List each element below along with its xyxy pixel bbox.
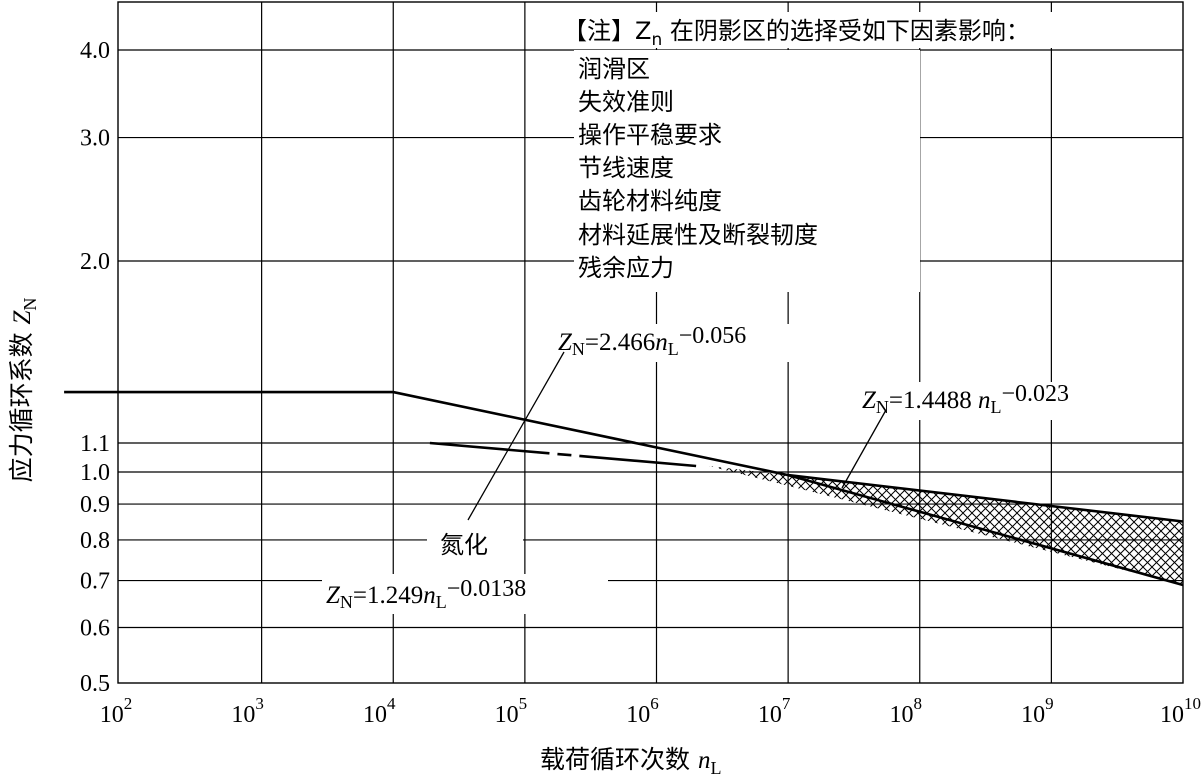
y-tick-label: 0.8 (80, 528, 110, 554)
label-masks (322, 12, 1158, 614)
plot-frame (117, 1, 1184, 684)
note-item: 齿轮材料纯度 (578, 187, 722, 215)
x-tick-label: 1010 (1160, 694, 1201, 728)
note-item: 失效准则 (578, 88, 674, 116)
y-tick-label: 2.0 (80, 249, 110, 275)
leader-eq1 (467, 351, 565, 521)
note-block: 【注】Zn 在阴影区的选择受如下因素影响： 润滑区 失效准则 操作平稳要求 节线… (563, 17, 1030, 282)
y-tick-label: 1.1 (80, 431, 110, 457)
x-tick-label: 102 (100, 694, 133, 728)
x-axis-label: 载荷循环次数 nL (540, 745, 721, 778)
curves (64, 390, 1184, 587)
hatched-region (708, 465, 1183, 585)
y-tick-label: 0.9 (80, 492, 110, 518)
x-tick-label: 106 (626, 694, 659, 728)
equation-label-3: ZN=1.249nL−0.0138 (326, 576, 526, 612)
x-tick-label: 105 (495, 694, 528, 728)
y-tick-label: 0.6 (80, 615, 110, 641)
y-tick-label: 4.0 (80, 38, 110, 64)
y-axis-label: 应力循环系数 ZN (7, 298, 40, 483)
series-line-2 (787, 473, 1184, 587)
y-tick-label: 0.7 (80, 569, 110, 595)
x-tick-label: 103 (231, 694, 264, 728)
x-tick-label: 107 (758, 694, 791, 728)
series-line-1 (64, 390, 1184, 523)
leader-lines (467, 351, 887, 521)
x-tick-label: 108 (890, 694, 923, 728)
note-item: 节线速度 (578, 154, 674, 182)
note-item: 残余应力 (578, 254, 674, 282)
note-item: 材料延展性及断裂韧度 (578, 221, 818, 249)
x-tick-label: 104 (363, 694, 396, 728)
y-tick-label: 3.0 (80, 126, 110, 152)
equation-label-1: ZN=2.466nL−0.056 (558, 323, 746, 359)
equation-label-2: ZN=1.4488 nL−0.023 (862, 381, 1069, 417)
y-tick-label: 1.0 (80, 460, 110, 486)
hatched-area (708, 465, 1183, 585)
nitriding-label: 氮化 (440, 531, 488, 559)
leader-eq2 (841, 409, 887, 489)
x-tick-label: 109 (1021, 694, 1054, 728)
note-item: 操作平稳要求 (578, 121, 722, 149)
series-line-3 (429, 441, 697, 468)
y-tick-label: 0.5 (80, 671, 110, 697)
note-title: 【注】Zn 在阴影区的选择受如下因素影响： (563, 17, 1030, 50)
note-item: 润滑区 (578, 55, 650, 83)
